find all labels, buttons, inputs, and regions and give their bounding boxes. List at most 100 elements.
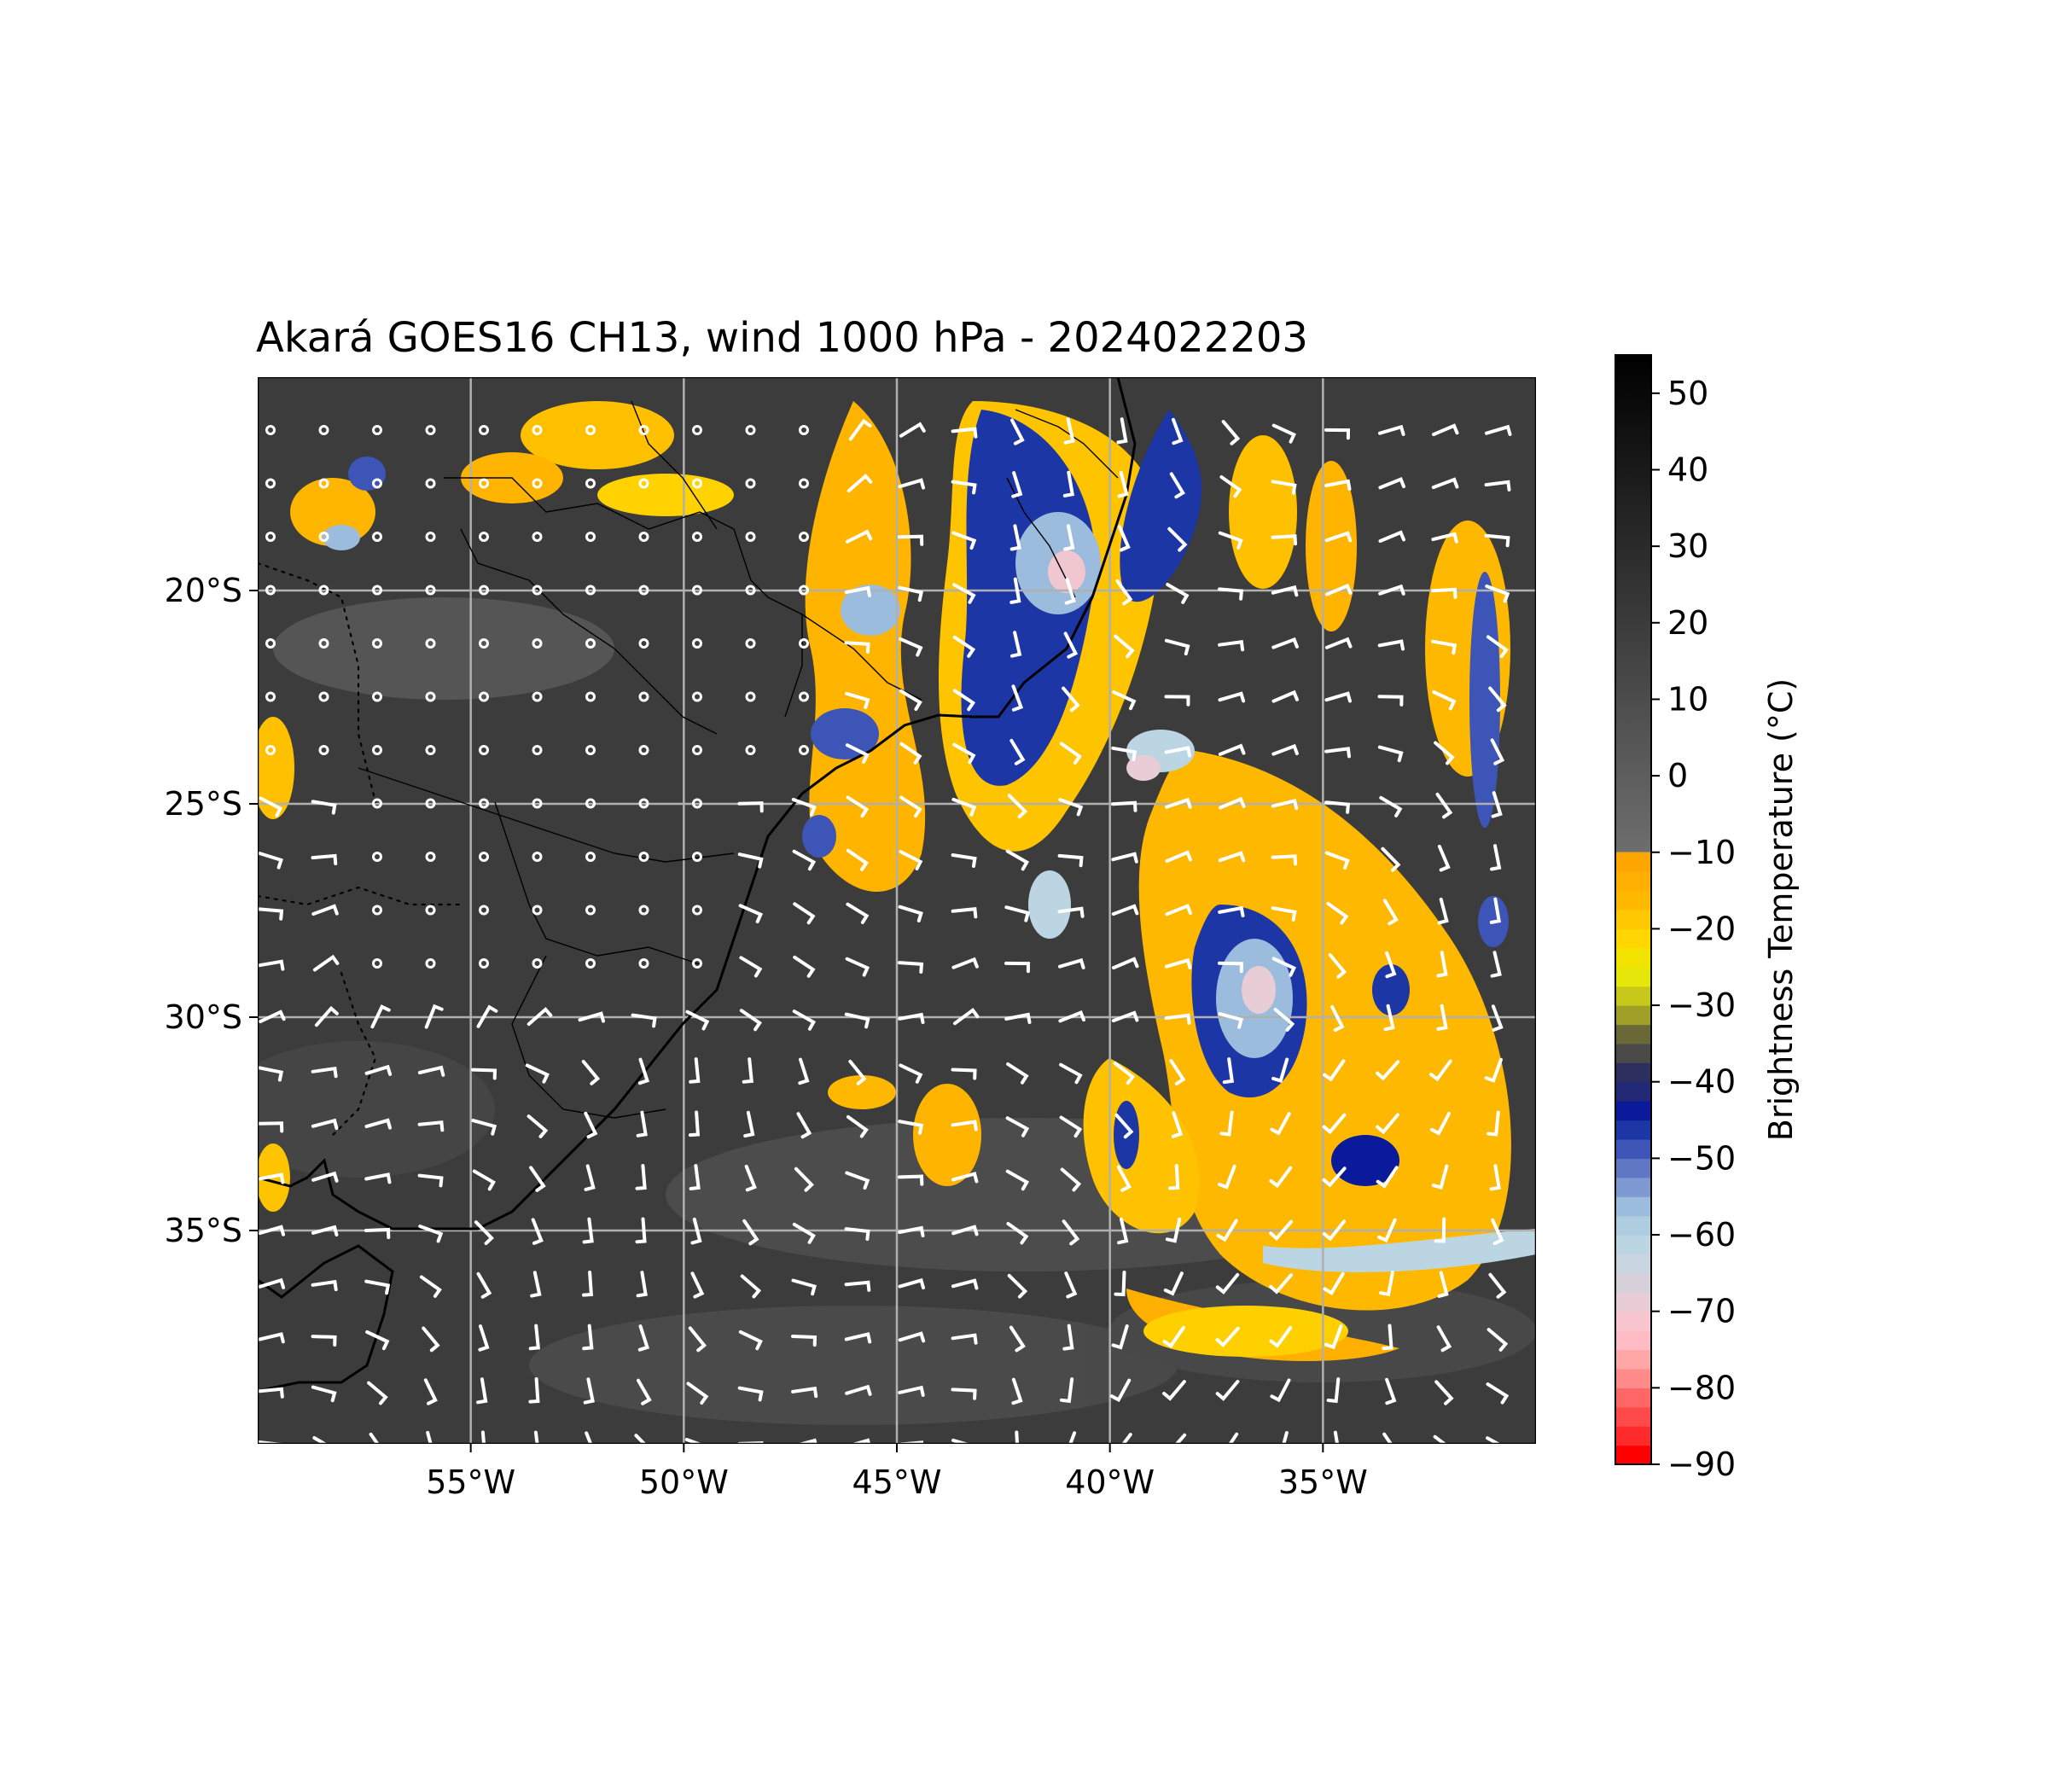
wind-barb — [476, 1004, 498, 1028]
wind-barb — [1164, 746, 1191, 758]
wind-barb — [417, 1120, 445, 1132]
wind-barb — [1271, 743, 1299, 756]
wind-barb — [1111, 800, 1137, 812]
wind-barb-calm — [372, 585, 382, 596]
wind-barb — [1218, 587, 1244, 601]
wind-barb — [364, 1118, 392, 1130]
colorbar-gray-section — [1615, 355, 1651, 852]
wind-barb — [528, 1377, 540, 1404]
wind-barb — [793, 955, 816, 978]
colorbar-tick-label: 0 — [1667, 757, 1688, 794]
wind-barb — [791, 1335, 817, 1347]
wind-barb-calm — [692, 745, 702, 755]
wind-barb — [1270, 1112, 1291, 1136]
wind-barb — [791, 798, 817, 817]
wind-barb — [1322, 1167, 1347, 1188]
wind-barb — [1488, 1272, 1507, 1299]
wind-barb — [690, 1271, 705, 1299]
wind-barb — [1436, 1004, 1448, 1031]
wind-barb-calm — [425, 425, 436, 435]
wind-barb — [365, 1330, 390, 1351]
wind-barb — [417, 1065, 445, 1077]
colorbar-segment — [1615, 1292, 1651, 1312]
wind-barb — [951, 1333, 978, 1345]
wind-barb — [951, 1172, 979, 1184]
wind-barb — [1068, 1431, 1077, 1444]
colorbar-segment — [1615, 1138, 1651, 1159]
wind-barb — [1324, 531, 1353, 543]
wind-barb-calm — [638, 958, 649, 969]
wind-barb — [951, 907, 978, 919]
wind-barb — [1015, 1430, 1020, 1444]
wind-barb — [1218, 851, 1246, 863]
wind-barb — [1490, 738, 1505, 765]
colorbar-tick-label: −20 — [1667, 910, 1736, 947]
wind-barb-calm — [425, 585, 436, 596]
colorbar-segment — [1615, 1330, 1651, 1351]
wind-barb — [794, 1167, 814, 1192]
wind-barb — [951, 1388, 977, 1400]
wind-barb-calm — [425, 478, 436, 489]
wind-barb-calm — [692, 478, 702, 489]
wind-barb — [742, 1057, 753, 1084]
wind-barb — [1431, 477, 1459, 490]
wind-barb — [1431, 1164, 1449, 1190]
wind-barb — [583, 1377, 595, 1405]
wind-barb — [370, 1004, 391, 1029]
wind-barb — [258, 1172, 285, 1184]
wind-barb — [1063, 524, 1075, 551]
wind-barb — [364, 1279, 391, 1295]
wind-barb — [1009, 1325, 1026, 1353]
wind-barb — [1324, 747, 1351, 759]
wind-barb — [689, 1164, 701, 1190]
wind-barb — [1113, 1062, 1136, 1085]
wind-barb — [898, 534, 924, 546]
wind-barb-calm — [425, 958, 436, 969]
wind-barb-calm — [372, 905, 382, 916]
wind-barb — [258, 852, 283, 870]
wind-barb — [1011, 1377, 1023, 1405]
wind-barb-calm — [318, 478, 329, 489]
wind-barb — [844, 1332, 872, 1344]
wind-barb — [1221, 420, 1241, 445]
wind-barb — [1429, 1112, 1451, 1136]
wind-barb — [581, 1060, 601, 1085]
colorbar-tick-label: 20 — [1667, 604, 1708, 642]
wind-barb — [1490, 951, 1502, 978]
wind-barb — [1486, 1436, 1502, 1444]
wind-barb — [1376, 1113, 1399, 1135]
wind-barb — [951, 1438, 972, 1444]
wind-barb — [793, 902, 816, 925]
wind-barb-calm — [265, 691, 276, 702]
wind-barb — [635, 1217, 647, 1244]
wind-barb-calm — [479, 478, 489, 489]
wind-barb-calm — [372, 745, 382, 755]
wind-barb-calm — [532, 691, 543, 702]
wind-barb-calm — [532, 852, 543, 862]
wind-barb-calm — [532, 958, 543, 969]
wind-barb — [1269, 1219, 1294, 1242]
wind-barb — [1114, 1271, 1126, 1297]
colorbar-segment — [1615, 1272, 1651, 1293]
wind-barb-calm — [532, 745, 543, 755]
wind-barb — [478, 1324, 490, 1352]
wind-barb — [1385, 1377, 1397, 1405]
wind-barb-calm — [585, 745, 596, 755]
wind-barb-calm — [692, 798, 702, 809]
wind-barb — [1433, 1434, 1447, 1444]
wind-barb — [1378, 476, 1405, 490]
colorbar-segment — [1615, 1062, 1651, 1083]
wind-barb-calm — [318, 638, 329, 649]
wind-barb — [417, 1173, 444, 1188]
gridlines — [258, 377, 1536, 1444]
wind-barb-calm — [425, 905, 436, 916]
wind-barb — [845, 957, 870, 977]
wind-barb — [1218, 531, 1243, 550]
wind-barb — [1059, 1115, 1083, 1138]
wind-barb — [951, 1225, 979, 1236]
wind-barb — [1271, 534, 1297, 546]
wind-barb — [311, 1335, 337, 1347]
wind-barb — [582, 1217, 594, 1244]
wind-barb — [533, 1430, 539, 1444]
wind-barb-calm — [799, 532, 809, 542]
